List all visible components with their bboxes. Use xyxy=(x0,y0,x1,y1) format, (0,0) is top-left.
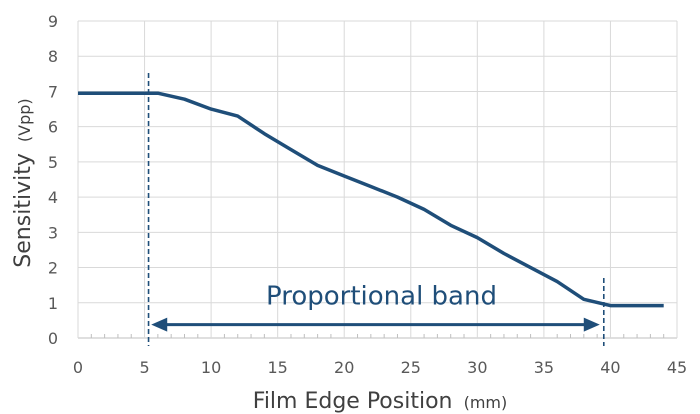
y-tick-label: 7 xyxy=(48,82,58,101)
y-tick-label: 4 xyxy=(48,188,58,207)
series-layer xyxy=(78,91,664,308)
x-tick-label: 35 xyxy=(534,358,554,377)
sensitivity-line xyxy=(78,91,664,308)
band-markers xyxy=(147,73,605,346)
annotation-layer xyxy=(151,317,600,332)
x-axis-title-text: Film Edge Position xyxy=(253,389,453,414)
annotation-arrow-head-left xyxy=(151,317,168,332)
x-tick-labels: 0 5 10 15 20 25 30 35 40 45 xyxy=(73,358,687,377)
y-axis-title: Sensitivity (Vpp) xyxy=(11,98,36,267)
y-tick-label: 6 xyxy=(48,118,58,137)
y-tick-label: 0 xyxy=(48,329,58,348)
x-tick-label: 0 xyxy=(73,358,83,377)
x-tick-label: 20 xyxy=(334,358,354,377)
x-tick-label: 45 xyxy=(667,358,687,377)
x-tick-label: 10 xyxy=(201,358,221,377)
grid xyxy=(77,20,678,339)
y-tick-label: 1 xyxy=(48,294,58,313)
y-axis-title-text: Sensitivity xyxy=(11,153,36,268)
y-axis-unit: (Vpp) xyxy=(15,98,34,142)
y-tick-label: 5 xyxy=(48,153,58,172)
x-tick-label: 15 xyxy=(267,358,287,377)
annotation-text: Proportional band xyxy=(266,282,497,312)
x-axis-unit: (mm) xyxy=(464,393,508,412)
x-tick-label: 40 xyxy=(600,358,620,377)
x-axis-minor-ticks xyxy=(90,334,665,338)
x-tick-label: 25 xyxy=(401,358,421,377)
x-tick-label: 30 xyxy=(467,358,487,377)
x-tick-label: 5 xyxy=(139,358,149,377)
y-tick-labels: 0 1 2 3 4 5 6 7 8 9 xyxy=(48,12,58,348)
annotation-arrow-head-right xyxy=(583,317,600,332)
x-axis-title: Film Edge Position (mm) xyxy=(253,389,507,414)
y-tick-label: 9 xyxy=(48,12,58,31)
y-tick-label: 2 xyxy=(48,259,58,278)
y-tick-label: 3 xyxy=(48,223,58,242)
y-tick-label: 8 xyxy=(48,47,58,66)
